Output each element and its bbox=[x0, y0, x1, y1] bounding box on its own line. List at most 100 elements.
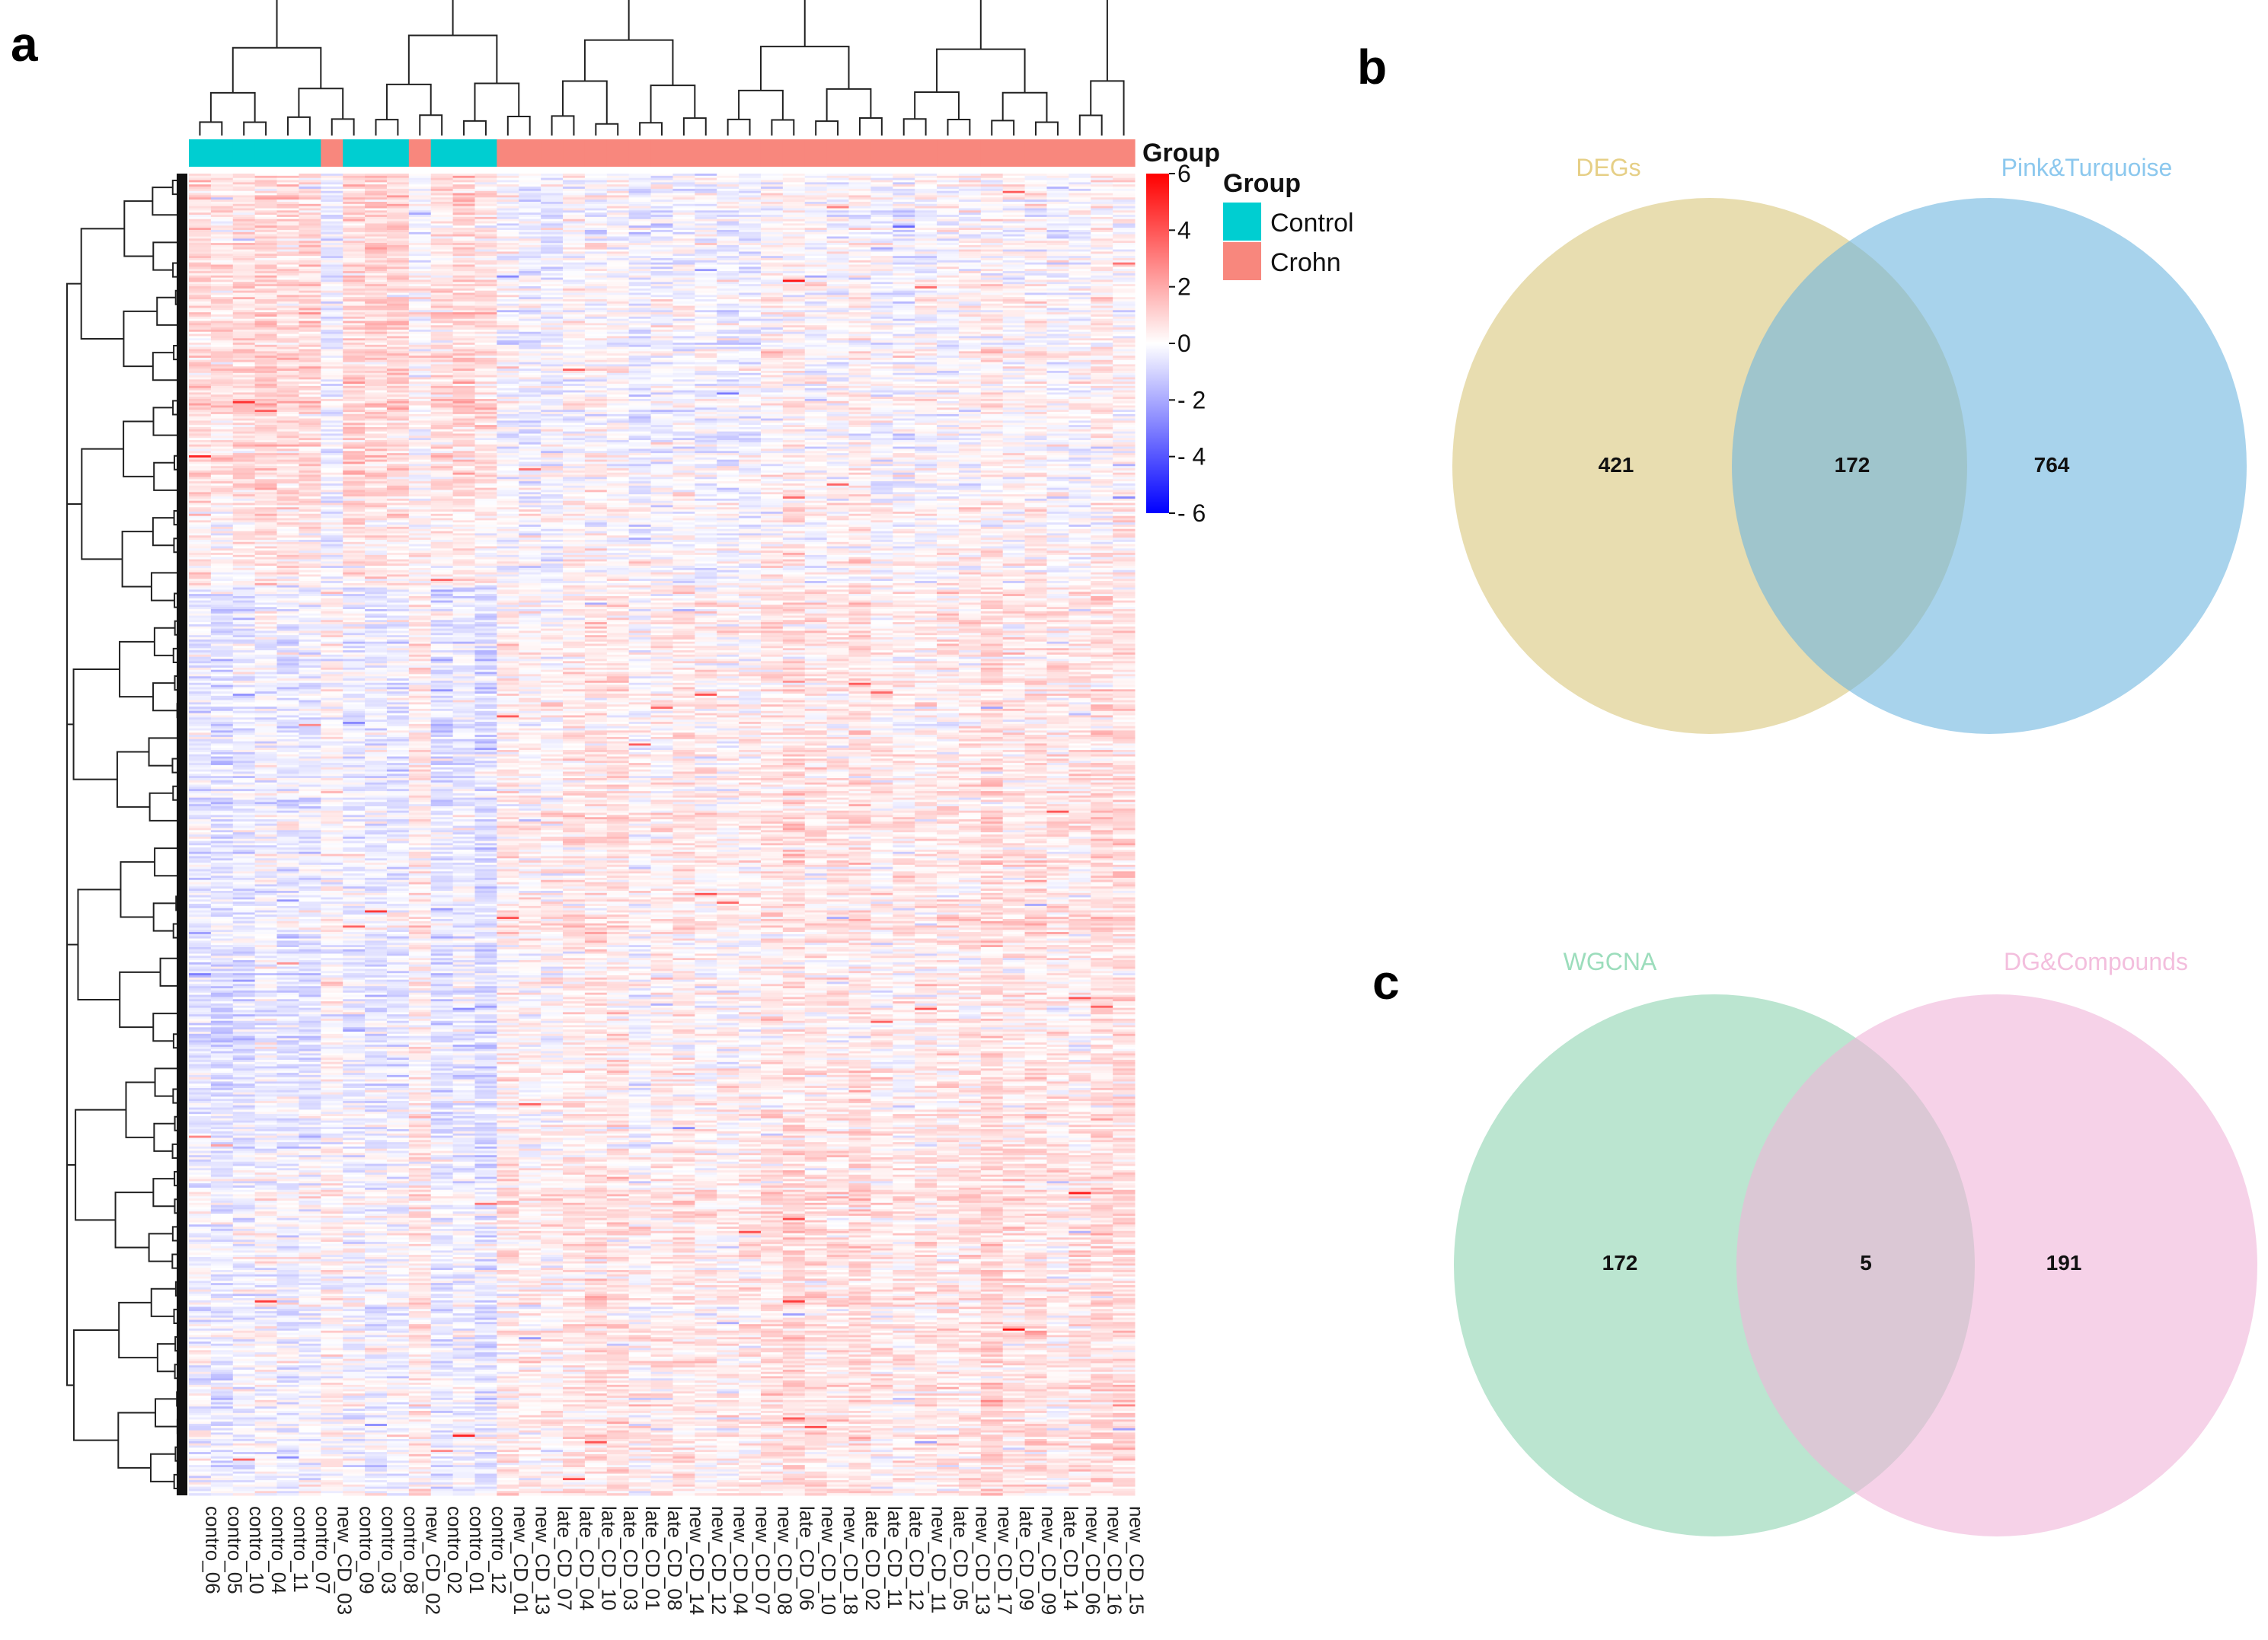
heatmap-cell bbox=[915, 247, 938, 250]
heatmap-cell bbox=[254, 353, 278, 356]
heatmap-cell bbox=[1069, 301, 1091, 305]
heatmap-cell bbox=[1002, 412, 1026, 415]
heatmap-cell bbox=[343, 325, 366, 328]
heatmap-cell bbox=[1046, 318, 1069, 322]
heatmap-cell bbox=[1113, 277, 1136, 280]
heatmap-cell bbox=[628, 177, 652, 181]
heatmap-cell bbox=[980, 238, 1004, 241]
heatmap-cell bbox=[497, 369, 519, 372]
heatmap-cell bbox=[519, 177, 541, 181]
heatmap-cell bbox=[563, 299, 586, 302]
heatmap-cell bbox=[1113, 244, 1136, 248]
heatmap-cell bbox=[717, 284, 739, 287]
heatmap-cell bbox=[606, 375, 630, 378]
heatmap-cell bbox=[760, 273, 784, 276]
heatmap-cell bbox=[541, 188, 564, 192]
heatmap-cell bbox=[760, 400, 784, 404]
heatmap-cell bbox=[870, 327, 893, 330]
heatmap-cell bbox=[276, 327, 299, 330]
heatmap-cell bbox=[541, 288, 564, 292]
heatmap-cell bbox=[365, 188, 388, 192]
heatmap-cell bbox=[958, 413, 982, 417]
heatmap-cell bbox=[1046, 223, 1069, 226]
heatmap-cell bbox=[563, 264, 586, 267]
heatmap-cell bbox=[563, 212, 586, 215]
heatmap-cell bbox=[386, 325, 410, 328]
heatmap-cell bbox=[782, 331, 806, 335]
heatmap-cell bbox=[1091, 327, 1113, 330]
heatmap-cell bbox=[937, 187, 960, 190]
heatmap-cell bbox=[365, 279, 388, 282]
heatmap-cell bbox=[365, 288, 388, 292]
heatmap-cell bbox=[254, 238, 278, 241]
heatmap-cell bbox=[474, 190, 497, 194]
heatmap-cell bbox=[606, 359, 630, 363]
heatmap-cell bbox=[760, 340, 784, 343]
heatmap-cell bbox=[628, 375, 652, 378]
heatmap-cell bbox=[1024, 303, 1047, 307]
heatmap-cell bbox=[695, 295, 717, 298]
heatmap-cell bbox=[452, 381, 475, 384]
heatmap-cell bbox=[937, 398, 960, 402]
heatmap-cell bbox=[739, 195, 762, 198]
heatmap-cell bbox=[474, 215, 497, 218]
heatmap-cell bbox=[628, 364, 652, 367]
heatmap-cell bbox=[893, 231, 915, 235]
heatmap-cell bbox=[321, 290, 343, 294]
heatmap-cell bbox=[1046, 273, 1069, 276]
heatmap-cell bbox=[870, 215, 893, 218]
heatmap-cell bbox=[343, 370, 366, 374]
heatmap-cell bbox=[321, 231, 343, 235]
heatmap-cell bbox=[826, 351, 850, 354]
heatmap-cell bbox=[606, 264, 630, 267]
heatmap-cell bbox=[276, 397, 299, 400]
heatmap-cell bbox=[628, 310, 652, 313]
heatmap-cell bbox=[321, 257, 343, 261]
heatmap-cell bbox=[519, 331, 541, 335]
heatmap-cell bbox=[497, 180, 519, 183]
heatmap-cell bbox=[365, 310, 388, 313]
heatmap-cell bbox=[782, 318, 806, 322]
heatmap-cell bbox=[870, 175, 893, 179]
heatmap-cell bbox=[299, 384, 321, 387]
heatmap-cell bbox=[672, 316, 695, 320]
heatmap-cell bbox=[717, 260, 739, 263]
heatmap-cell bbox=[189, 195, 212, 198]
heatmap-cell bbox=[826, 292, 850, 295]
dendrogram-branch bbox=[152, 187, 178, 216]
heatmap-cell bbox=[1024, 175, 1047, 179]
heatmap-cell bbox=[430, 336, 454, 339]
heatmap-cell bbox=[1002, 210, 1026, 213]
heatmap-cell bbox=[937, 329, 960, 333]
heatmap-cell bbox=[1113, 202, 1136, 205]
heatmap-cell bbox=[848, 212, 871, 215]
heatmap-cell bbox=[408, 271, 432, 274]
heatmap-cell bbox=[1113, 190, 1136, 194]
heatmap-cell bbox=[937, 286, 960, 289]
heatmap-cell bbox=[893, 262, 915, 266]
heatmap-cell bbox=[1002, 405, 1026, 408]
heatmap-cell bbox=[541, 413, 564, 417]
heatmap-cell bbox=[408, 327, 432, 330]
heatmap-cell bbox=[365, 301, 388, 305]
heatmap-cell bbox=[189, 244, 212, 248]
heatmap-cell bbox=[430, 282, 454, 285]
heatmap-cell bbox=[606, 338, 630, 341]
heatmap-cell bbox=[365, 410, 388, 413]
heatmap-cell bbox=[848, 254, 871, 257]
heatmap-cell bbox=[541, 271, 564, 274]
heatmap-cell bbox=[870, 364, 893, 367]
heatmap-cell bbox=[1046, 264, 1069, 267]
heatmap-cell bbox=[628, 323, 652, 326]
heatmap-cell bbox=[717, 188, 739, 192]
heatmap-cell bbox=[1091, 407, 1113, 410]
heatmap-cell bbox=[782, 312, 806, 315]
dendrogram-branch bbox=[639, 122, 663, 136]
heatmap-cell bbox=[430, 323, 454, 326]
heatmap-cell bbox=[321, 410, 343, 413]
heatmap-cell bbox=[299, 177, 321, 181]
heatmap-cell bbox=[1002, 244, 1026, 248]
heatmap-cell bbox=[695, 273, 717, 276]
heatmap-cell bbox=[1046, 346, 1069, 350]
heatmap-cell bbox=[1091, 212, 1113, 215]
